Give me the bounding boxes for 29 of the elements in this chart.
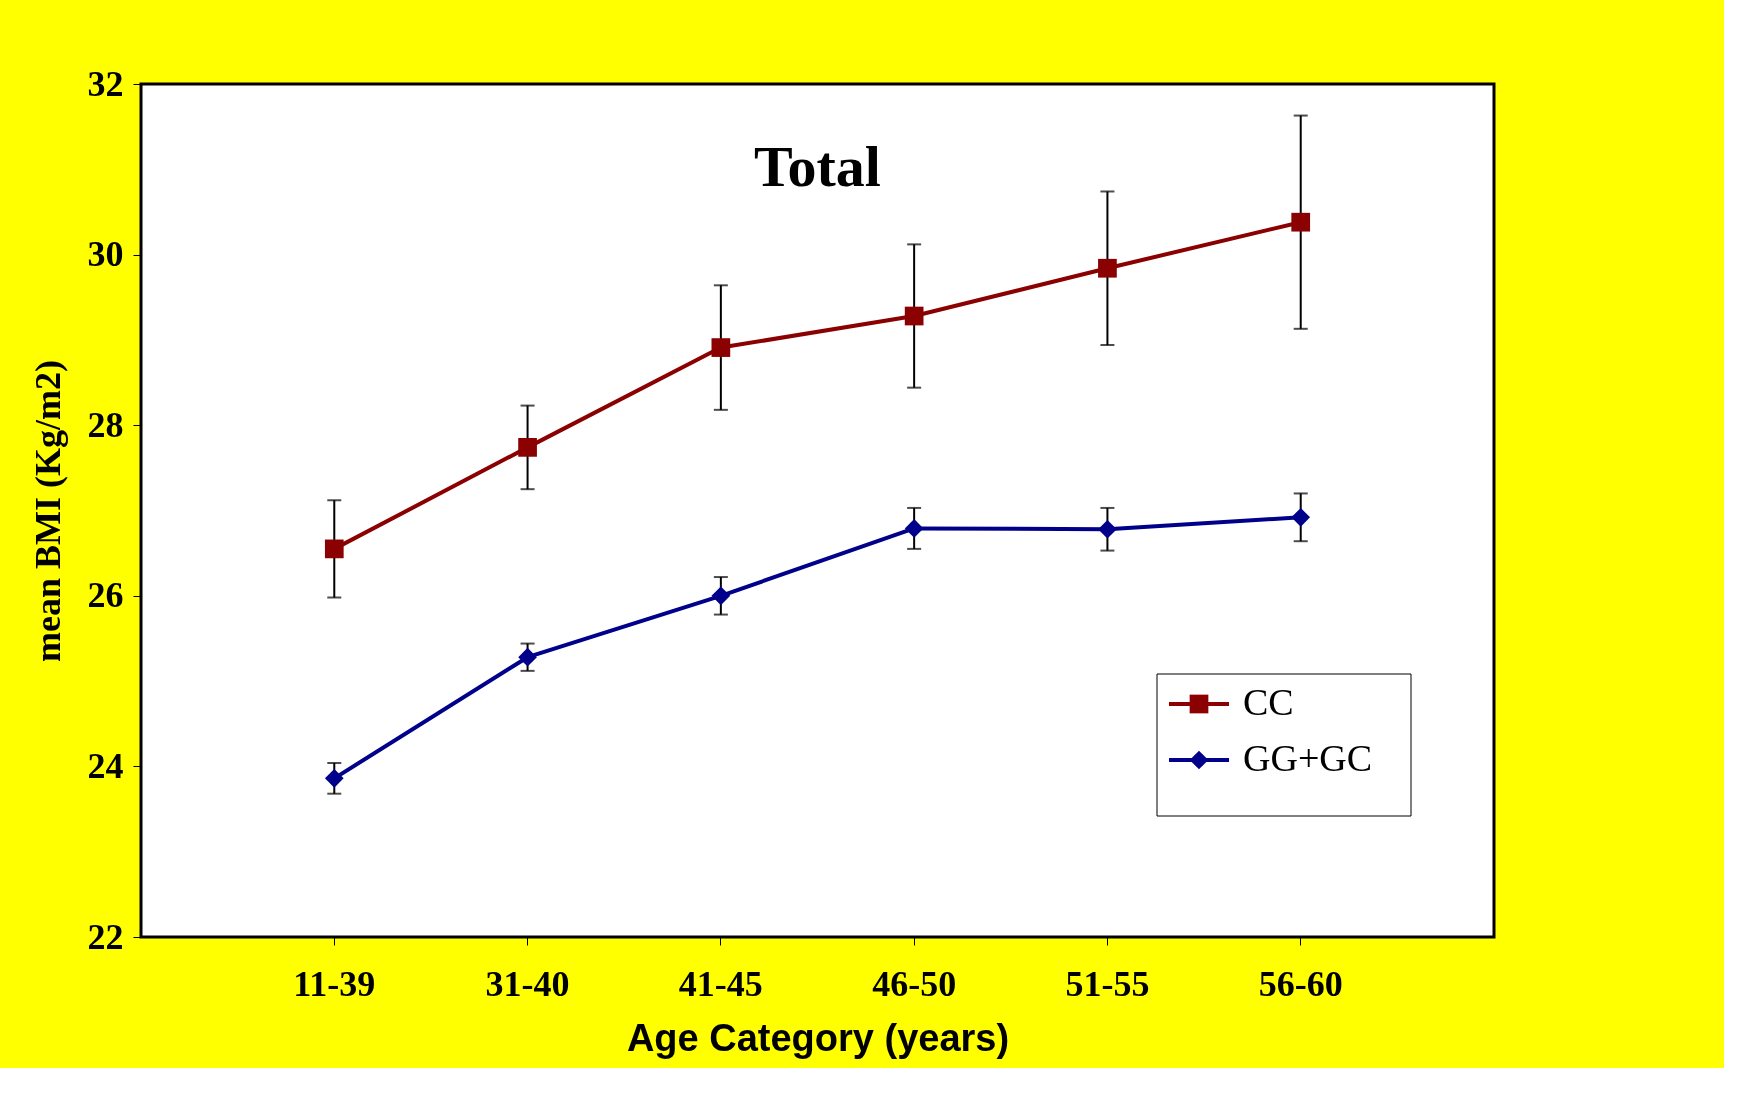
y-tick-label: 22 — [87, 916, 124, 957]
x-axis-title: Age Category (years) — [626, 1016, 1010, 1059]
point — [904, 519, 924, 538]
x-tick-label: 51-55 — [1065, 963, 1150, 1004]
y-tick-label: 32 — [87, 63, 124, 104]
point — [711, 338, 731, 357]
legend-label: CC — [1243, 681, 1294, 723]
x-tick-label: 46-50 — [872, 963, 957, 1004]
point — [518, 647, 537, 667]
x-tick-label: 11-39 — [293, 963, 376, 1004]
legend-label: GG+GC — [1243, 737, 1373, 779]
y-tick-label: 30 — [87, 234, 124, 275]
text: Total — [754, 134, 881, 199]
point — [324, 768, 344, 788]
point — [324, 539, 344, 559]
point — [904, 306, 924, 326]
x-tick-label: 56-60 — [1258, 963, 1343, 1004]
point — [1291, 212, 1311, 232]
y-tick-label: 24 — [87, 745, 124, 786]
point — [711, 586, 731, 606]
point — [1098, 258, 1117, 278]
y-tick-label: 26 — [87, 575, 124, 616]
y-tick-label: 28 — [87, 404, 124, 445]
x-tick-label: 31-40 — [485, 963, 570, 1004]
point — [1291, 507, 1311, 527]
x-tick-label: 41-45 — [678, 963, 763, 1004]
point — [1098, 519, 1117, 539]
point — [518, 438, 537, 457]
y-axis-title: mean BMI (Kg/m2) — [27, 360, 68, 662]
